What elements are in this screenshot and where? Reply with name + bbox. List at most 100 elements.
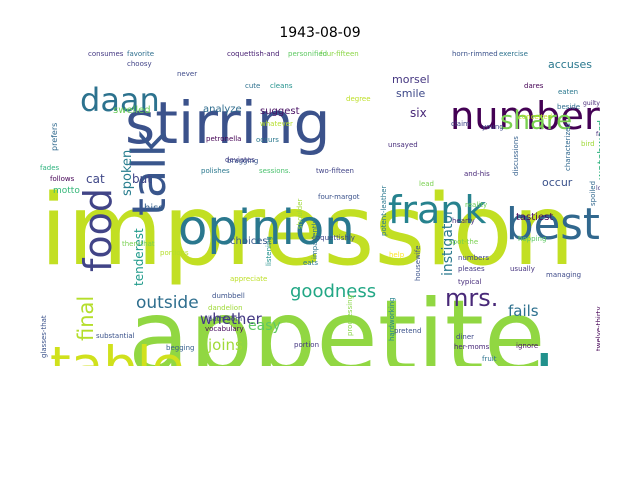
- word: consumes: [88, 50, 124, 58]
- word: outside: [136, 293, 199, 313]
- word: choosy: [127, 60, 152, 68]
- word: young: [482, 123, 504, 131]
- word: prefers: [50, 123, 59, 151]
- word: hearty: [452, 217, 475, 225]
- word: claim: [451, 120, 470, 128]
- word: swelled: [113, 105, 151, 116]
- word: never: [177, 70, 197, 78]
- word: characterized: [564, 123, 572, 171]
- word: beside: [557, 103, 580, 111]
- word: hiss: [144, 203, 164, 214]
- word: impatiently: [311, 219, 319, 259]
- word: favorite: [127, 50, 154, 58]
- word: eaten: [558, 88, 578, 96]
- word: and-his: [464, 170, 490, 178]
- word: analyze: [203, 104, 242, 115]
- word: accuses: [548, 58, 592, 71]
- word: stirring: [125, 89, 330, 157]
- word: food: [76, 188, 120, 272]
- word: substantial: [96, 332, 135, 340]
- word: portion: [294, 341, 319, 349]
- word: dares: [524, 82, 544, 90]
- word: cat: [86, 172, 105, 186]
- word: mrs.: [445, 284, 498, 312]
- word: appetite: [128, 278, 545, 366]
- word: progressing: [346, 295, 354, 336]
- word: whatever: [260, 120, 293, 128]
- word: fail: [596, 131, 600, 138]
- word: looks: [596, 185, 600, 192]
- word: then-that: [122, 240, 155, 248]
- word: managing: [546, 271, 581, 279]
- word: served: [284, 340, 555, 366]
- word: pretend: [394, 327, 421, 335]
- word: table: [50, 336, 184, 366]
- word: shoulder: [296, 199, 304, 229]
- word: ignore: [516, 342, 538, 350]
- word: instigator: [440, 209, 456, 276]
- word: cleans: [270, 82, 293, 90]
- word: unsayed: [388, 141, 418, 149]
- word: reality: [465, 201, 487, 209]
- word: sessions.: [259, 167, 291, 175]
- word: two-fifteen: [316, 167, 354, 175]
- word: help: [389, 251, 405, 259]
- word: suggest: [260, 106, 300, 117]
- word: frank: [388, 188, 486, 232]
- word: talk: [122, 130, 176, 216]
- word: conceited: [518, 113, 552, 121]
- word: motto: [53, 186, 80, 196]
- word: watchword: [595, 120, 600, 180]
- word: smile: [396, 87, 426, 100]
- word: follows: [50, 175, 75, 183]
- word: polishes: [201, 167, 230, 175]
- word: joins: [207, 336, 243, 354]
- word: spot-the: [449, 238, 478, 246]
- word: potent-leather: [380, 185, 388, 236]
- word: morsel: [392, 73, 430, 86]
- word: six: [410, 106, 427, 120]
- word: fruit: [482, 355, 497, 363]
- word: horn-rimmed: [452, 50, 498, 58]
- word: spoiled: [589, 181, 597, 206]
- word: begging: [166, 344, 194, 352]
- word: deviates: [225, 156, 255, 164]
- word: personified: [288, 50, 327, 58]
- word: final: [74, 296, 98, 341]
- word: guilty: [583, 100, 600, 107]
- word: housewife: [414, 245, 422, 281]
- word: her-moms: [454, 343, 490, 351]
- word: bragging: [227, 157, 258, 165]
- word: best: [506, 200, 600, 250]
- word: lead: [419, 180, 434, 188]
- word: twelve-thirty: [595, 306, 600, 351]
- word: trouble: [596, 215, 600, 336]
- word: discussions: [512, 136, 520, 176]
- word: tenderest: [132, 228, 146, 286]
- word: number: [450, 94, 600, 139]
- word: dandelion: [208, 304, 243, 312]
- word: occurs: [256, 136, 279, 144]
- word: hopping: [518, 235, 546, 243]
- word: four-margot: [318, 193, 360, 201]
- word: whether: [200, 310, 263, 328]
- word: dumbbell: [212, 292, 245, 300]
- word: coquettish-and: [227, 50, 280, 58]
- word: diner: [456, 333, 474, 341]
- word: easy: [248, 318, 281, 334]
- word: typical: [458, 278, 481, 286]
- word: exercise: [499, 50, 528, 58]
- word: listening: [265, 236, 273, 266]
- word: cute: [245, 82, 260, 90]
- word: numbers: [458, 254, 489, 262]
- word: fades: [40, 164, 60, 172]
- word: hardworking: [388, 297, 396, 341]
- word: eats: [303, 259, 318, 267]
- word: degree: [346, 95, 371, 103]
- word: vocabulary: [205, 325, 244, 333]
- word: usually: [510, 265, 535, 273]
- word: coquettishly: [312, 234, 355, 242]
- word: four-fifteen: [320, 50, 359, 58]
